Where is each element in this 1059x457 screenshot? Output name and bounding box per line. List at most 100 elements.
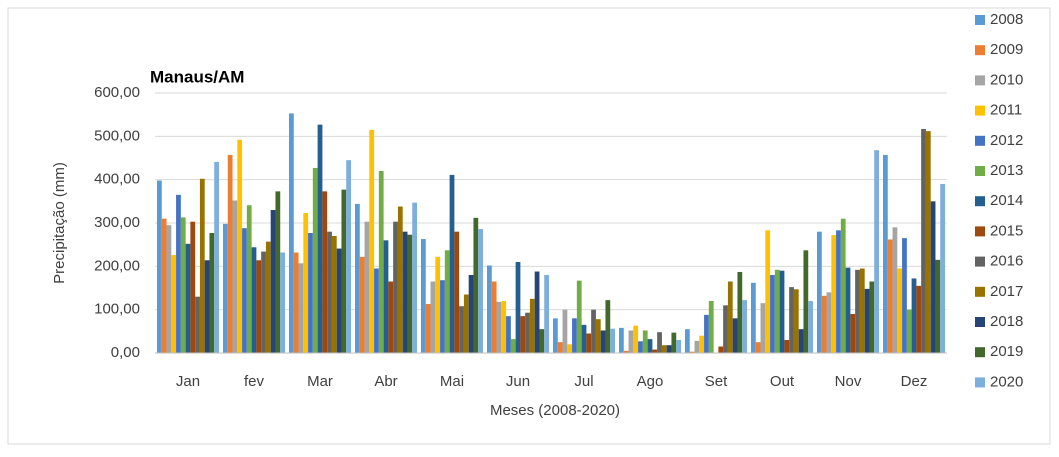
bar <box>789 287 794 353</box>
bar <box>459 306 464 353</box>
bar <box>576 280 582 353</box>
bar <box>289 113 294 353</box>
bar <box>642 330 648 353</box>
bar <box>774 269 780 353</box>
bar <box>501 301 507 353</box>
bar <box>657 332 662 353</box>
y-axis-label: Precipitação (mm) <box>51 162 68 284</box>
bar <box>628 330 634 353</box>
bar <box>685 329 690 353</box>
legend-label: 2016 <box>990 253 1023 270</box>
bar <box>491 281 497 353</box>
bar <box>859 268 865 353</box>
bar <box>737 271 743 353</box>
bar <box>473 217 479 353</box>
x-tick-label: Ago <box>637 373 664 390</box>
legend-label: 2012 <box>990 132 1023 149</box>
bar <box>845 267 851 353</box>
chart-title: Manaus/AM <box>150 67 244 86</box>
bar <box>689 351 695 353</box>
x-tick-label: Jul <box>574 373 593 390</box>
bar <box>562 309 568 353</box>
bar <box>265 241 271 353</box>
bar <box>280 252 285 353</box>
bar <box>407 234 413 353</box>
bar <box>388 281 394 353</box>
bar <box>525 312 530 353</box>
bar <box>755 342 761 353</box>
bar <box>586 333 592 353</box>
bar <box>704 314 709 353</box>
bar <box>195 296 200 353</box>
x-tick-label: Dez <box>901 373 928 390</box>
bar <box>209 232 215 353</box>
bar <box>940 184 945 353</box>
bar <box>383 240 389 353</box>
bar <box>440 280 445 353</box>
bar <box>463 294 469 353</box>
bar <box>327 231 332 353</box>
bar <box>671 332 677 353</box>
bar <box>723 305 728 353</box>
y-tick-label: 100,00 <box>94 301 140 318</box>
bar <box>836 230 841 353</box>
bar <box>256 260 262 353</box>
bar <box>369 129 375 353</box>
bar <box>676 340 681 353</box>
bar <box>261 251 266 353</box>
bar <box>251 247 257 353</box>
bar <box>887 239 893 353</box>
bar <box>322 191 328 353</box>
bar <box>930 201 936 353</box>
bar <box>591 309 596 353</box>
legend-swatch <box>975 377 985 388</box>
bar <box>468 275 474 353</box>
bar <box>393 221 398 353</box>
bar <box>718 346 724 353</box>
legend-label: 2010 <box>990 71 1023 88</box>
bar <box>539 329 545 353</box>
bar <box>520 316 526 353</box>
bar <box>916 285 922 353</box>
bar <box>557 342 563 353</box>
bar <box>732 318 738 353</box>
legend-swatch <box>975 75 985 86</box>
bar <box>855 269 860 353</box>
bar <box>270 210 276 353</box>
bar <box>553 318 558 353</box>
bar <box>921 128 926 353</box>
bar <box>803 250 809 353</box>
bar <box>661 345 667 353</box>
x-tick-label: Mai <box>440 373 464 390</box>
legend-swatch <box>975 286 985 297</box>
legend-swatch <box>975 135 985 146</box>
bar <box>157 180 162 353</box>
x-tick-label: Out <box>770 373 795 390</box>
bar <box>619 327 624 353</box>
bar <box>534 271 540 353</box>
bar <box>864 288 870 353</box>
bar <box>454 231 460 353</box>
bar <box>510 339 516 353</box>
bar <box>506 316 511 353</box>
bar <box>572 318 577 353</box>
bar <box>161 218 167 353</box>
legend-swatch <box>975 226 985 237</box>
bar <box>478 229 483 353</box>
bar <box>770 275 775 353</box>
x-tick-label: Jun <box>506 373 530 390</box>
legend-swatch <box>975 317 985 327</box>
bar <box>412 202 417 353</box>
x-tick-label: fev <box>244 373 265 390</box>
legend-swatch <box>975 15 985 25</box>
bar <box>793 289 799 353</box>
bar <box>341 189 347 353</box>
legend-label: 2015 <box>990 222 1023 239</box>
bar <box>430 281 436 353</box>
bar <box>185 243 191 353</box>
x-tick-label: Jan <box>176 373 200 390</box>
legend-label: 2014 <box>990 192 1023 209</box>
bar <box>708 301 714 353</box>
legend-swatch <box>975 347 985 358</box>
